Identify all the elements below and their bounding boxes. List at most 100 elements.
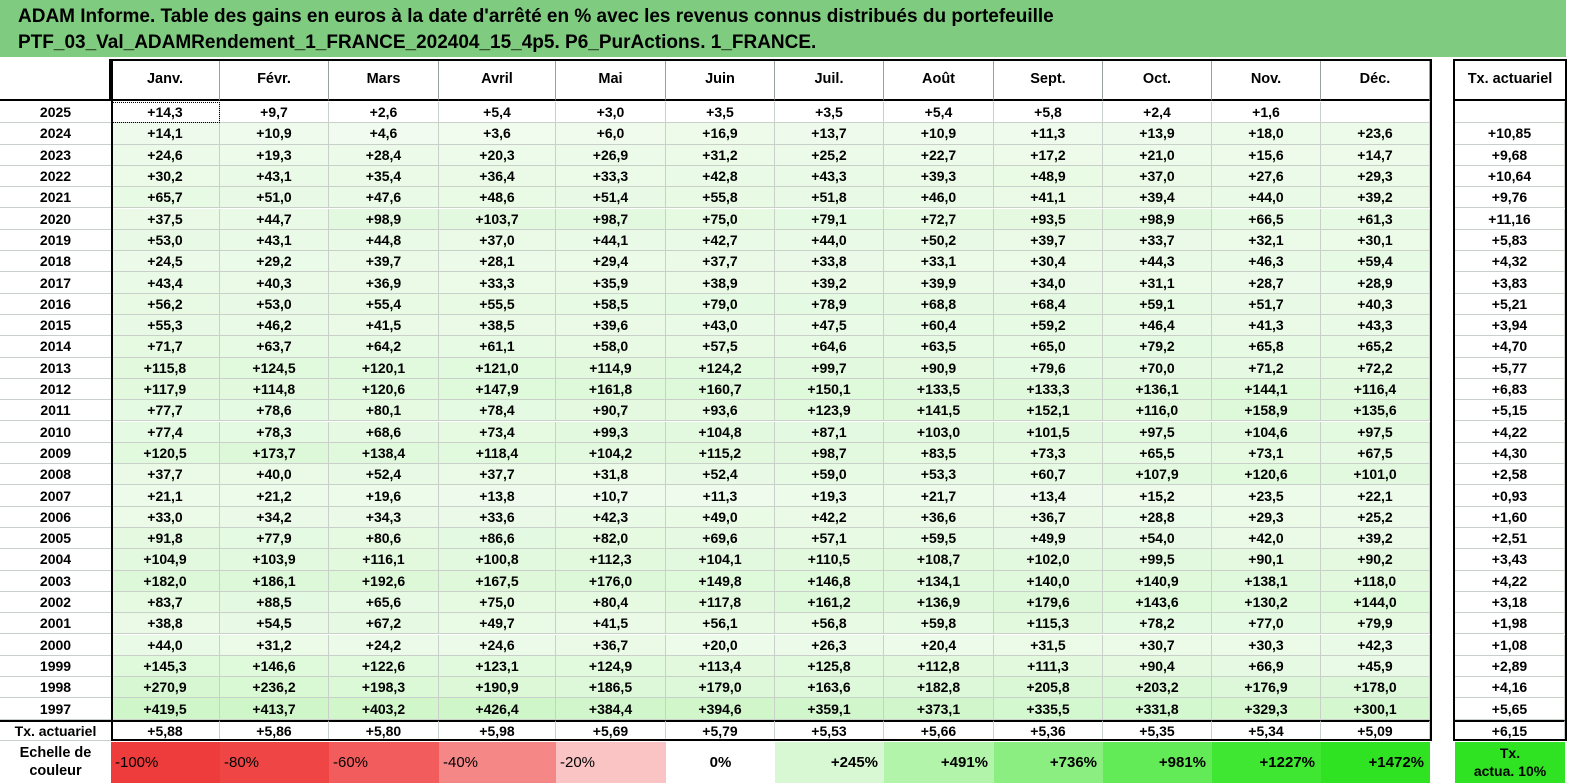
table-cell[interactable]: +146,8 xyxy=(775,570,884,592)
table-cell[interactable]: +56,2 xyxy=(111,293,220,315)
table-cell[interactable]: +117,9 xyxy=(111,378,220,401)
table-cell[interactable]: +28,1 xyxy=(439,251,556,273)
table-cell[interactable]: +29,3 xyxy=(1212,506,1321,528)
rate-cell[interactable]: +10,85 xyxy=(1455,123,1565,145)
table-cell[interactable]: +65,6 xyxy=(329,591,439,614)
table-cell[interactable]: +77,7 xyxy=(111,400,220,422)
table-cell[interactable]: +103,0 xyxy=(884,421,994,443)
table-cell[interactable]: +30,2 xyxy=(111,165,220,188)
table-cell[interactable]: +40,3 xyxy=(1321,293,1430,315)
table-cell[interactable]: +103,7 xyxy=(439,208,556,230)
table-cell[interactable]: +30,3 xyxy=(1212,634,1321,656)
table-cell[interactable]: +20,4 xyxy=(884,634,994,656)
table-cell[interactable]: +331,8 xyxy=(1103,698,1212,720)
table-cell[interactable]: +44,0 xyxy=(111,634,220,656)
column-header-month[interactable]: Juin xyxy=(666,59,775,101)
table-cell[interactable]: +161,2 xyxy=(775,591,884,614)
table-cell[interactable]: +182,8 xyxy=(884,677,994,699)
table-cell[interactable]: +97,5 xyxy=(1321,421,1430,443)
table-cell[interactable]: +198,3 xyxy=(329,677,439,699)
table-cell[interactable]: +182,0 xyxy=(111,570,220,592)
table-cell[interactable]: +55,5 xyxy=(439,293,556,315)
table-cell[interactable]: +57,1 xyxy=(775,528,884,550)
rate-cell[interactable]: +1,60 xyxy=(1455,506,1565,528)
table-cell[interactable]: +78,4 xyxy=(439,400,556,422)
table-cell[interactable]: +5,4 xyxy=(884,102,994,124)
table-cell[interactable]: +43,4 xyxy=(111,272,220,294)
table-cell[interactable]: +24,2 xyxy=(329,634,439,656)
table-cell[interactable]: +113,4 xyxy=(666,655,775,678)
table-cell[interactable]: +1,6 xyxy=(1212,102,1321,124)
table-cell[interactable]: +33,8 xyxy=(775,251,884,273)
table-cell[interactable]: +61,3 xyxy=(1321,208,1430,230)
footer-rate-cell[interactable]: +5,79 xyxy=(666,719,775,741)
table-cell[interactable]: +2,4 xyxy=(1103,102,1212,124)
table-cell[interactable]: +179,0 xyxy=(666,677,775,699)
table-cell[interactable]: +90,9 xyxy=(884,357,994,379)
table-cell[interactable]: +75,0 xyxy=(666,208,775,230)
rate-cell[interactable]: +1,98 xyxy=(1455,613,1565,635)
table-cell[interactable]: +60,4 xyxy=(884,315,994,337)
table-cell[interactable]: +78,3 xyxy=(220,421,329,443)
table-cell[interactable]: +140,9 xyxy=(1103,570,1212,592)
column-header-rate[interactable]: Tx. actuariel xyxy=(1455,59,1565,101)
table-cell[interactable]: +158,9 xyxy=(1212,400,1321,422)
table-cell[interactable]: +31,2 xyxy=(666,144,775,166)
column-header-month[interactable]: Oct. xyxy=(1103,59,1212,101)
table-cell[interactable]: +24,6 xyxy=(439,634,556,656)
table-cell[interactable]: +53,3 xyxy=(884,464,994,486)
table-cell[interactable]: +36,4 xyxy=(439,165,556,188)
table-cell[interactable]: +118,0 xyxy=(1321,570,1430,592)
table-cell[interactable]: +403,2 xyxy=(329,698,439,720)
table-cell[interactable]: +124,5 xyxy=(220,357,329,379)
table-cell[interactable]: +124,9 xyxy=(556,655,666,678)
table-cell[interactable]: +112,8 xyxy=(884,655,994,678)
table-cell[interactable]: +26,3 xyxy=(775,634,884,656)
table-cell[interactable]: +39,2 xyxy=(1321,528,1430,550)
table-cell[interactable]: +33,6 xyxy=(439,506,556,528)
table-cell[interactable]: +42,3 xyxy=(556,506,666,528)
table-cell[interactable]: +68,8 xyxy=(884,293,994,315)
table-cell[interactable]: +66,9 xyxy=(1212,655,1321,678)
table-cell[interactable]: +120,6 xyxy=(329,378,439,401)
table-cell[interactable]: +100,8 xyxy=(439,549,556,571)
table-cell[interactable]: +203,2 xyxy=(1103,677,1212,699)
rate-cell[interactable]: +5,65 xyxy=(1455,698,1565,720)
table-cell[interactable]: +413,7 xyxy=(220,698,329,720)
table-cell[interactable]: +43,1 xyxy=(220,229,329,252)
table-cell[interactable]: +37,0 xyxy=(1103,165,1212,188)
rate-cell[interactable]: +2,89 xyxy=(1455,655,1565,678)
table-cell[interactable]: +65,5 xyxy=(1103,442,1212,465)
table-cell[interactable]: +44,8 xyxy=(329,229,439,252)
table-cell[interactable]: +22,7 xyxy=(884,144,994,166)
table-cell[interactable]: +31,1 xyxy=(1103,272,1212,294)
table-cell[interactable]: +43,1 xyxy=(220,165,329,188)
table-cell[interactable]: +102,0 xyxy=(994,549,1103,571)
table-cell[interactable]: +15,2 xyxy=(1103,485,1212,507)
table-cell[interactable]: +24,5 xyxy=(111,251,220,273)
table-cell[interactable]: +3,0 xyxy=(556,102,666,124)
table-cell[interactable]: +73,4 xyxy=(439,421,556,443)
table-cell[interactable]: +18,0 xyxy=(1212,123,1321,145)
table-cell[interactable]: +25,2 xyxy=(775,144,884,166)
table-cell[interactable]: +5,4 xyxy=(439,102,556,124)
table-cell[interactable]: +99,3 xyxy=(556,421,666,443)
table-cell[interactable]: +120,1 xyxy=(329,357,439,379)
table-cell[interactable]: +54,0 xyxy=(1103,528,1212,550)
table-cell[interactable]: +40,0 xyxy=(220,464,329,486)
table-cell[interactable]: +3,6 xyxy=(439,123,556,145)
table-cell[interactable]: +46,4 xyxy=(1103,315,1212,337)
footer-rate-cell[interactable]: +5,36 xyxy=(994,719,1103,741)
table-cell[interactable]: +24,6 xyxy=(111,144,220,166)
rate-cell[interactable]: +6,83 xyxy=(1455,378,1565,401)
table-cell[interactable]: +61,1 xyxy=(439,336,556,358)
table-cell[interactable]: +80,4 xyxy=(556,591,666,614)
table-cell[interactable]: +2,6 xyxy=(329,102,439,124)
table-cell[interactable]: +6,0 xyxy=(556,123,666,145)
table-cell[interactable]: +108,7 xyxy=(884,549,994,571)
table-cell[interactable]: +43,3 xyxy=(1321,315,1430,337)
table-cell[interactable]: +136,1 xyxy=(1103,378,1212,401)
table-cell[interactable]: +116,0 xyxy=(1103,400,1212,422)
table-cell[interactable]: +79,9 xyxy=(1321,613,1430,635)
footer-rate-cell[interactable]: +5,80 xyxy=(329,719,439,741)
